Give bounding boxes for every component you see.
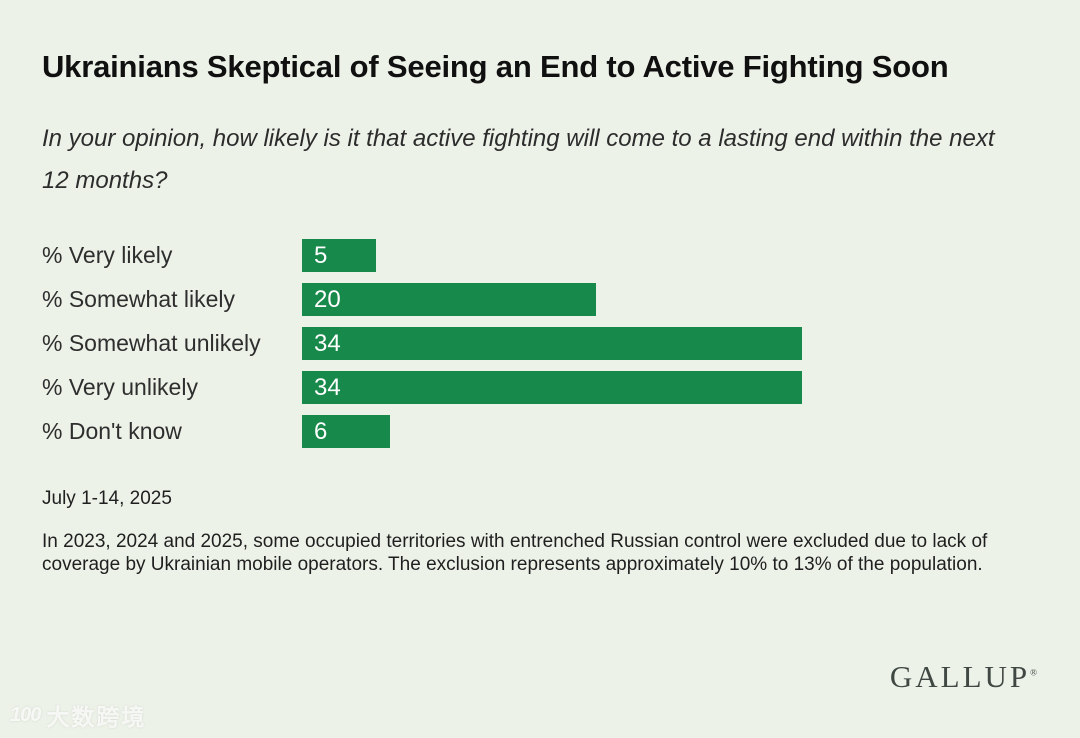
methodology-footnote: In 2023, 2024 and 2025, some occupied te…	[42, 531, 988, 575]
bar: 6	[302, 415, 391, 448]
watermark-text: 大数跨境	[46, 704, 147, 730]
page: Ukrainians Skeptical of Seeing an End to…	[42, 49, 1038, 575]
chart-row: % Somewhat likely 20	[42, 283, 1038, 316]
bar: 20	[302, 283, 597, 316]
bar: 34	[302, 371, 802, 404]
bar-value: 6	[314, 418, 328, 445]
chart-row: % Don't know 6	[42, 415, 1038, 448]
chart-row: % Somewhat unlikely 34	[42, 327, 1038, 360]
watermark-100-logo: 100	[10, 703, 41, 726]
bar-chart: % Very likely 5 % Somewhat likely 20 % S…	[42, 239, 1038, 448]
category-label: % Very likely	[42, 242, 173, 268]
category-label: % Very unlikely	[42, 374, 198, 400]
gallup-logo: GALLUP®	[889, 659, 1037, 694]
category-label: % Somewhat unlikely	[42, 330, 261, 356]
chart-subtitle: In your opinion, how likely is it that a…	[42, 125, 995, 194]
watermark: 100 大数跨境	[10, 698, 146, 732]
category-label: % Don't know	[42, 418, 182, 444]
chart-row: % Very likely 5	[42, 239, 1038, 272]
registered-mark: ®	[1030, 667, 1037, 678]
chart-row: % Very unlikely 34	[42, 371, 1038, 404]
chart-title: Ukrainians Skeptical of Seeing an End to…	[42, 49, 949, 84]
bar: 34	[302, 327, 802, 360]
bar-value: 34	[314, 374, 341, 401]
chart-rows: % Very likely 5 % Somewhat likely 20 % S…	[42, 239, 1038, 448]
survey-date: July 1-14, 2025	[42, 488, 172, 509]
bar-value: 5	[314, 242, 328, 269]
bar-value: 34	[314, 330, 341, 357]
bar-value: 20	[314, 286, 341, 313]
category-label: % Somewhat likely	[42, 286, 236, 312]
bar: 5	[302, 239, 376, 272]
